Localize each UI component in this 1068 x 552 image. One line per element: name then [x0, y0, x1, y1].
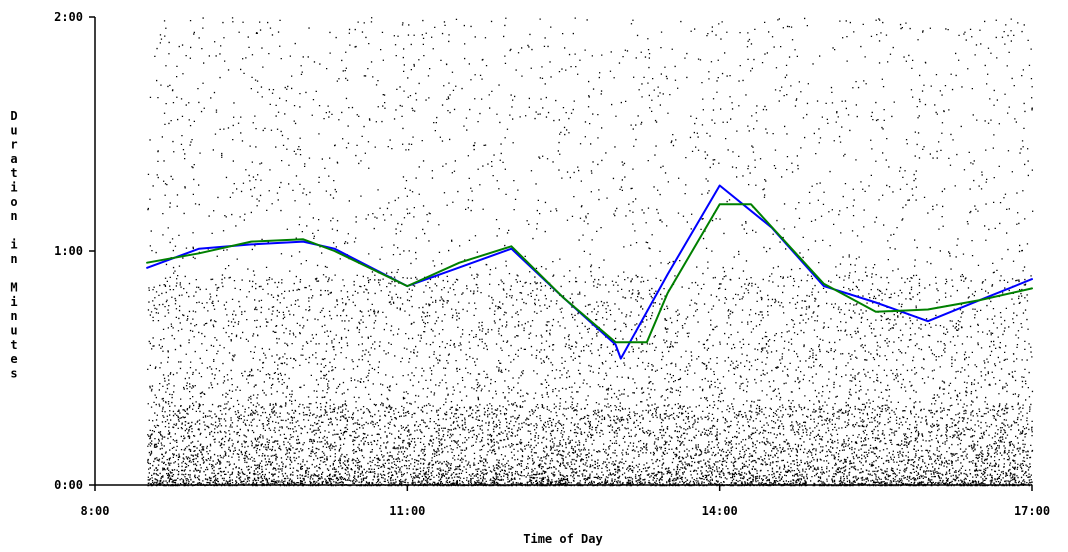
y-tick-label: 2:00: [54, 10, 83, 24]
x-tick-label: 14:00: [702, 504, 738, 518]
x-axis-label: Time of Day: [523, 532, 602, 546]
x-tick-label: 11:00: [389, 504, 425, 518]
scatter-point-cloud: [147, 17, 1034, 487]
y-tick-label: 0:00: [54, 478, 83, 492]
ticks-layer: 8:00 11:00 14:00 17:00 0:00 1:00 2:00: [54, 10, 1050, 518]
scatter-points-layer: [147, 17, 1034, 487]
x-tick-label: 8:00: [81, 504, 110, 518]
series-line-blue: [146, 184, 1033, 360]
series-lines-layer: [146, 184, 1033, 360]
y-tick-label: 1:00: [54, 244, 83, 258]
x-tick-label: 17:00: [1014, 504, 1050, 518]
series-line-green: [146, 203, 1033, 344]
